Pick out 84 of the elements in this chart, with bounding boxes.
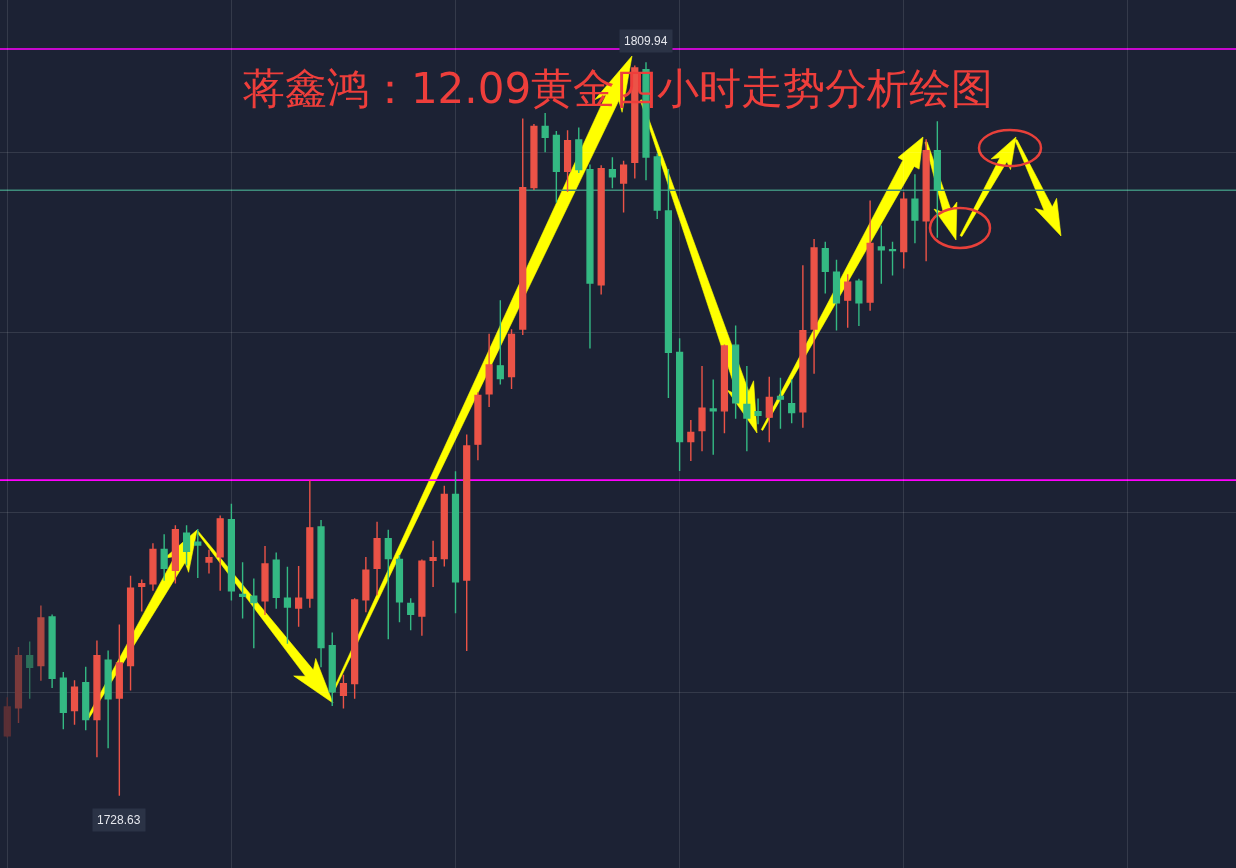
candlestick (115, 624, 123, 796)
candlestick (26, 641, 34, 699)
candlestick (653, 153, 661, 219)
candlestick (37, 605, 45, 681)
candlestick (250, 578, 258, 649)
candlestick (911, 174, 919, 244)
candlestick (283, 566, 292, 644)
candlestick (59, 672, 67, 730)
candlestick (171, 525, 179, 584)
candlestick (743, 366, 751, 452)
candlestick (810, 239, 818, 374)
candlestick (205, 549, 213, 574)
candlestick (720, 344, 729, 434)
candlestick (160, 534, 168, 581)
candlestick (384, 529, 392, 640)
candlestick (306, 480, 314, 608)
candlestick (586, 164, 594, 349)
candlestick (440, 485, 448, 567)
candlestick (317, 519, 325, 668)
candlestick (429, 540, 437, 588)
candlestick (485, 333, 493, 408)
candlestick (541, 113, 549, 153)
candlestick (676, 338, 684, 471)
candlestick (619, 160, 628, 213)
candlestick (552, 131, 560, 203)
candlestick (597, 165, 605, 295)
annotation: 1728.63 (97, 813, 141, 827)
candlestick (821, 241, 829, 294)
candlestick (216, 515, 224, 591)
candlestick (239, 562, 247, 619)
candlestick (104, 650, 112, 749)
candlestick (799, 265, 807, 428)
candlestick (496, 300, 504, 385)
candlestick (194, 528, 202, 579)
candlestick (474, 392, 482, 461)
candlestick (261, 546, 269, 615)
candlestick (709, 379, 717, 455)
candlestick (295, 565, 303, 627)
candlestick (3, 697, 11, 738)
candlestick (407, 598, 415, 631)
candlestick (754, 398, 762, 425)
candlestick (149, 543, 157, 591)
candlestick (698, 366, 706, 452)
candlestick (732, 325, 740, 419)
candlestick (776, 377, 785, 429)
candlestick (507, 329, 516, 390)
candlestick (351, 598, 359, 699)
candlestick (48, 614, 56, 688)
candlestick (93, 640, 101, 758)
candlestick (451, 471, 460, 614)
candlestick (395, 555, 404, 623)
candlestick (182, 525, 191, 566)
candlestick (14, 646, 23, 724)
candlestick (463, 434, 471, 651)
candlestick (687, 420, 695, 462)
candlestick (608, 157, 616, 189)
candlestick (519, 118, 527, 336)
candlestick (563, 130, 572, 192)
candlestick (888, 241, 897, 276)
candlestick (933, 121, 941, 238)
candlestick (138, 579, 146, 612)
candlestick (922, 139, 930, 262)
candlestick (362, 556, 370, 613)
candlestick (877, 225, 885, 284)
candlestick (664, 168, 673, 399)
candlestick (788, 379, 796, 424)
candlestick (855, 278, 863, 327)
candlestick (418, 559, 426, 636)
annotation: 1809.94 (624, 34, 668, 48)
candlestick (82, 666, 90, 731)
candlestick (272, 552, 280, 609)
candlestick (373, 521, 381, 596)
candlestick (832, 259, 841, 331)
candlestick (900, 192, 908, 269)
candlestick (575, 127, 583, 173)
candlestick (765, 376, 773, 443)
candlestick (866, 200, 874, 311)
candlestick (227, 503, 235, 601)
candlestick (126, 575, 135, 691)
candlestick (530, 123, 538, 191)
candlestick (70, 680, 79, 725)
candlestick (844, 274, 852, 328)
candlestick (328, 632, 336, 706)
candlestick (339, 674, 348, 709)
